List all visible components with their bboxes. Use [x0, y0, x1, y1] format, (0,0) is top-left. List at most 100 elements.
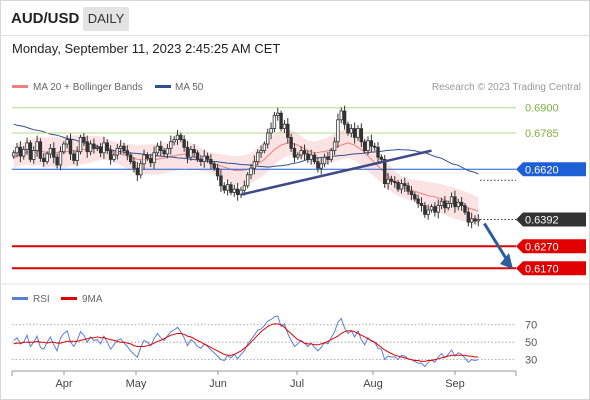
candle-body — [423, 205, 427, 215]
candle-body — [42, 157, 46, 163]
candle — [32, 146, 36, 164]
candle — [406, 182, 410, 195]
candle — [15, 142, 19, 158]
candle — [252, 155, 257, 175]
candle — [235, 182, 240, 201]
candle — [128, 152, 133, 165]
candle-body — [393, 180, 397, 183]
candle-body — [309, 154, 313, 160]
timeframe-badge[interactable]: DAILY — [83, 7, 129, 31]
candle-body — [179, 134, 183, 140]
candle — [105, 139, 109, 155]
candle-body — [165, 147, 170, 155]
candle — [82, 133, 86, 147]
candle — [115, 144, 119, 160]
candle-body — [205, 155, 210, 160]
x-tick-label: Jul — [290, 378, 304, 390]
candle-body — [369, 140, 374, 147]
candle-body — [48, 147, 53, 155]
candle — [336, 113, 340, 148]
candle-body — [456, 201, 460, 208]
candle-body — [128, 154, 133, 162]
candle — [48, 144, 53, 159]
candle — [102, 136, 106, 159]
x-axis: Apr May Jun Jul Aug Sep — [11, 370, 517, 390]
candle-body — [419, 202, 424, 206]
forecast-arrow-head — [500, 253, 513, 269]
candle — [372, 142, 377, 151]
candle — [108, 145, 113, 165]
candle-body — [316, 161, 320, 169]
trend-lines — [240, 149, 513, 269]
candle-body — [292, 147, 297, 158]
candle-body — [212, 163, 216, 169]
candle — [469, 212, 474, 229]
candle-body — [446, 202, 450, 209]
candle — [232, 184, 236, 197]
candle — [279, 110, 283, 132]
candle-body — [45, 153, 49, 162]
candle — [342, 105, 347, 130]
candle-body — [336, 119, 340, 143]
candle-body — [11, 152, 16, 157]
candle — [169, 135, 173, 155]
candle-body — [142, 154, 146, 165]
candle-body — [215, 167, 220, 177]
candle-body — [469, 218, 474, 223]
candle — [42, 153, 46, 167]
candle — [439, 197, 444, 210]
x-tick-label: Sep — [445, 378, 465, 390]
candle-body — [245, 174, 250, 187]
candle — [436, 199, 440, 219]
candle — [379, 154, 384, 163]
ma9-legend-label: 9MA — [82, 294, 103, 305]
candle-body — [28, 142, 33, 160]
candle — [122, 142, 126, 155]
candle-body — [249, 167, 253, 176]
candle — [443, 195, 447, 214]
candle-body — [366, 140, 370, 151]
candle — [118, 140, 123, 155]
candle — [359, 123, 364, 148]
rsi-level-label: 30 — [525, 355, 537, 367]
candle-body — [25, 142, 29, 150]
candle-body — [376, 146, 380, 158]
candle — [149, 153, 153, 168]
candle-body — [312, 154, 317, 162]
candle-body — [189, 149, 193, 158]
candle — [192, 144, 196, 159]
candle-body — [403, 183, 407, 187]
candle-body — [152, 152, 156, 164]
candle-body — [386, 178, 390, 184]
candle-body — [476, 219, 481, 222]
candle-body — [38, 141, 43, 159]
forecast-arrow-line — [483, 222, 509, 261]
chart-header: AUD/USD DAILY — [0, 0, 590, 36]
candle-body — [449, 196, 454, 204]
level-label: 0.6900 — [525, 103, 559, 115]
x-tick-label: May — [126, 378, 147, 390]
candle — [386, 173, 390, 190]
candle — [209, 154, 213, 170]
candle-body — [299, 150, 303, 156]
candle — [319, 157, 323, 175]
x-tick-label: Aug — [363, 378, 383, 390]
candle — [413, 191, 417, 202]
candle — [239, 186, 243, 199]
candle-body — [426, 209, 430, 215]
candle-body — [453, 196, 457, 208]
rsi-level-label: 70 — [525, 320, 537, 332]
candle-body — [209, 158, 213, 165]
candle-body — [416, 198, 420, 204]
candle — [155, 142, 160, 157]
candle — [473, 215, 477, 225]
level-label: 0.6620 — [525, 164, 559, 176]
candle — [306, 150, 310, 163]
candle — [299, 146, 303, 160]
candle — [202, 149, 206, 168]
level-label: 0.6392 — [525, 214, 559, 226]
candle — [58, 146, 63, 171]
candle-body — [172, 139, 176, 143]
candle — [269, 122, 273, 140]
candle-body — [149, 157, 153, 164]
